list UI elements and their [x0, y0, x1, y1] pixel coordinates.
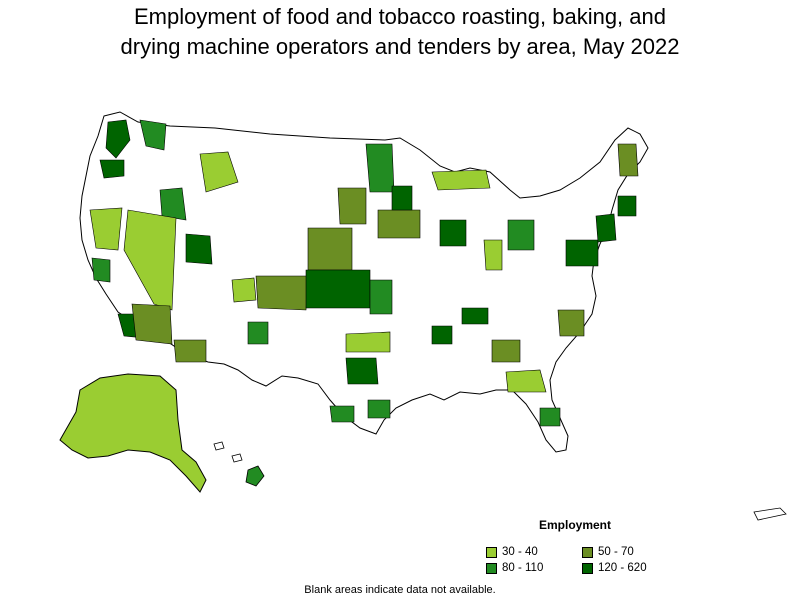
- region-ohio: [507, 219, 535, 251]
- map-title-line-2: drying machine operators and tenders by …: [120, 34, 680, 59]
- legend-items: 30 - 40 50 - 70 80 - 110 120 - 620: [486, 546, 686, 574]
- legend-swatch: [582, 546, 593, 558]
- legend-swatch: [486, 546, 497, 558]
- legend-item: 120 - 620: [582, 562, 682, 574]
- region-oklahoma: [345, 331, 391, 353]
- region-wisconsin: [391, 185, 413, 211]
- hawaii-maui: [231, 453, 243, 463]
- hawaii-oahu: [213, 441, 225, 451]
- region-portland: [99, 159, 125, 179]
- region-nebraska: [307, 227, 353, 271]
- region-salt-lake: [185, 233, 213, 265]
- region-western-dakota: [337, 187, 367, 225]
- region-nashville: [461, 307, 489, 325]
- region-dallas: [345, 357, 379, 385]
- region-chicago: [439, 219, 467, 247]
- region-pennsylvania: [565, 239, 599, 267]
- region-new-england: [617, 143, 639, 177]
- legend-item: 50 - 70: [582, 546, 682, 558]
- hawaii-big-island: [245, 465, 265, 487]
- footnote: Blank areas indicate data not available.: [304, 584, 496, 596]
- region-florida: [539, 407, 561, 427]
- puerto-rico: [753, 507, 787, 521]
- region-new-york-city: [595, 213, 617, 243]
- alaska-outline: [59, 373, 207, 493]
- region-western-colorado: [231, 277, 257, 303]
- region-tucson: [173, 339, 207, 363]
- region-boston: [617, 195, 637, 217]
- legend-label: 30 - 40: [502, 546, 538, 558]
- region-sf-bay: [91, 257, 111, 283]
- legend-swatch: [486, 562, 497, 574]
- region-seattle: [105, 119, 131, 159]
- legend-label: 120 - 620: [598, 562, 647, 574]
- region-austin: [329, 405, 355, 423]
- region-minnesota: [365, 143, 395, 193]
- legend-item: 30 - 40: [486, 546, 582, 558]
- map-title-line-1: Employment of food and tobacco roasting,…: [133, 4, 666, 29]
- region-kansas: [305, 269, 371, 309]
- us-map-svg: [59, 111, 787, 521]
- legend: Employment 30 - 40 50 - 70 80 - 110 120 …: [486, 518, 686, 574]
- region-albuquerque: [247, 321, 269, 345]
- region-denver: [255, 275, 309, 311]
- region-virginia: [557, 309, 585, 337]
- area-regions: [89, 119, 639, 427]
- legend-title: Employment: [538, 518, 611, 532]
- us-map: [0, 100, 800, 530]
- legend-swatch: [582, 562, 593, 574]
- legend-item: 80 - 110: [486, 562, 582, 574]
- region-iowa: [377, 209, 421, 239]
- region-houston: [367, 399, 391, 419]
- region-idaho-falls: [159, 187, 187, 221]
- map-title: Employment of food and tobacco roasting,…: [0, 2, 800, 62]
- region-michigan-upper: [431, 169, 491, 191]
- region-spokane: [139, 119, 167, 151]
- region-memphis: [431, 325, 453, 345]
- region-georgia-south: [505, 369, 547, 393]
- region-kansas-city: [369, 279, 393, 315]
- legend-label: 50 - 70: [598, 546, 634, 558]
- region-indiana: [483, 239, 503, 271]
- region-atlanta: [491, 339, 521, 363]
- region-northern-california: [89, 207, 123, 251]
- region-boise: [199, 151, 239, 193]
- region-phoenix: [131, 303, 173, 345]
- legend-label: 80 - 110: [502, 562, 544, 574]
